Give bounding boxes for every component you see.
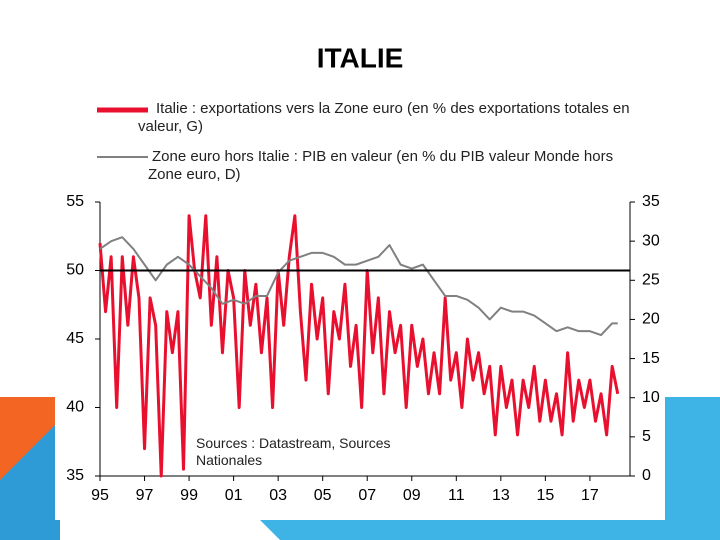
x-tick-label: 15 xyxy=(536,487,554,504)
x-tick-label: 05 xyxy=(314,487,332,504)
y-tick-label: 45 xyxy=(66,330,84,347)
y-tick-label: 50 xyxy=(66,262,84,279)
y2-tick-label: 25 xyxy=(642,272,660,289)
y2-tick-label: 30 xyxy=(642,232,660,249)
y2-tick-label: 20 xyxy=(642,311,660,328)
y2-tick-label: 5 xyxy=(642,428,651,445)
series-line xyxy=(98,214,620,478)
x-tick-label: 07 xyxy=(358,487,376,504)
x-tick-label: 03 xyxy=(269,487,287,504)
chart-panel xyxy=(55,88,665,520)
legend-entry: Zone euro hors Italie : PIB en valeur (e… xyxy=(148,148,614,183)
x-tick-label: 17 xyxy=(581,487,599,504)
y-tick-label: 35 xyxy=(66,467,84,484)
x-tick-label: 13 xyxy=(492,487,510,504)
x-tick-label: 01 xyxy=(225,487,243,504)
x-tick-label: 09 xyxy=(403,487,421,504)
decoration xyxy=(260,520,660,540)
decoration xyxy=(660,397,720,540)
y-tick-label: 40 xyxy=(66,399,84,416)
y2-tick-label: 0 xyxy=(642,467,651,484)
x-tick-label: 99 xyxy=(180,487,198,504)
y2-tick-label: 15 xyxy=(642,350,660,367)
x-tick-label: 97 xyxy=(136,487,154,504)
decoration xyxy=(0,420,60,540)
series-line xyxy=(99,236,618,337)
chart-title: ITALIE xyxy=(317,42,404,73)
x-tick-label: 95 xyxy=(91,487,109,504)
legend-entry: Italie : exportations vers la Zone euro … xyxy=(138,100,630,135)
y2-tick-label: 35 xyxy=(642,193,660,210)
x-tick-label: 11 xyxy=(448,487,465,504)
y2-tick-label: 10 xyxy=(642,389,660,406)
y-tick-label: 55 xyxy=(66,193,84,210)
annotation: Sources : Datastream, Sources Nationales xyxy=(196,435,391,468)
